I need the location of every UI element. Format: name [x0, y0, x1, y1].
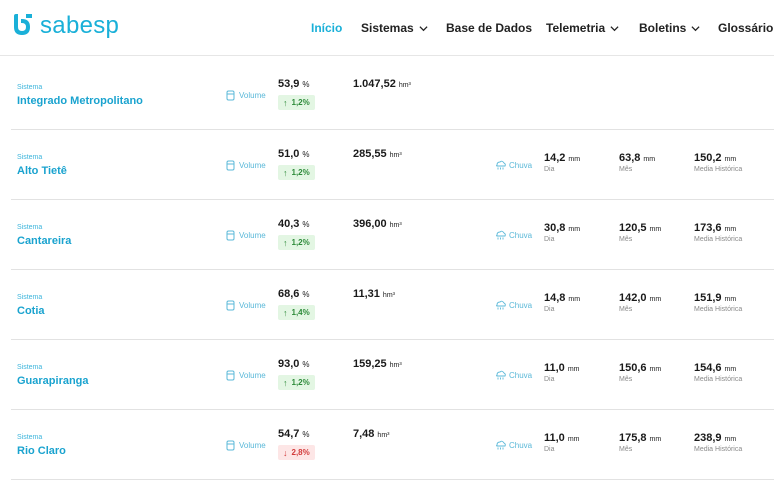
rain-historical-average: 154,6 mm Media Histórica	[694, 362, 743, 383]
water-tank-icon	[226, 90, 235, 101]
nav-telemetria[interactable]: Telemetria	[546, 20, 619, 36]
system-caption: Sistema	[17, 364, 43, 371]
system-caption: Sistema	[17, 84, 43, 91]
brand-name: sabesp	[40, 12, 120, 39]
nav-label: Boletins	[639, 21, 687, 35]
rain-day: 11,0 mm Dia	[544, 432, 580, 453]
system-caption: Sistema	[17, 294, 43, 301]
nav-boletins[interactable]: Boletins	[639, 20, 700, 36]
system-name[interactable]: Alto Tietê	[17, 165, 67, 177]
rain-day: 14,2 mm Dia	[544, 152, 581, 173]
rain-cloud-icon	[496, 230, 506, 240]
system-row-alto-tiete[interactable]: Sistema Alto Tietê Volume 51,0% ↑ 1,2% 28…	[11, 130, 774, 200]
chevron-down-icon	[610, 25, 619, 31]
rain-day: 11,0 mm Dia	[544, 362, 580, 383]
rain-cloud-icon	[496, 160, 506, 170]
nav-base-de-dados[interactable]: Base de Dados	[446, 20, 532, 36]
volume-hm3: 1.047,52 hm³	[353, 78, 411, 90]
nav-label: Glossário	[718, 21, 774, 35]
rain-cloud-icon	[496, 440, 506, 450]
rain-historical-average: 151,9 mm Media Histórica	[694, 292, 743, 313]
nav-inicio[interactable]: Início	[311, 20, 342, 36]
rain-historical-average: 238,9 mm Media Histórica	[694, 432, 743, 453]
volume-percent: 51,0%	[278, 148, 310, 160]
rain-day: 14,8 mm Dia	[544, 292, 581, 313]
volume-label: Volume	[239, 301, 266, 310]
rain-month: 63,8 mm Mês	[619, 152, 656, 173]
volume-percent: 53,9%	[278, 78, 310, 90]
system-row-cotia[interactable]: Sistema Cotia Volume 68,6% ↑ 1,4% 11,31 hm…	[11, 270, 774, 340]
rain-month: 175,8 mm Mês	[619, 432, 662, 453]
water-tank-icon	[226, 370, 235, 381]
chevron-down-icon	[419, 25, 428, 31]
nav-label: Início	[311, 21, 343, 35]
water-tank-icon	[226, 300, 235, 311]
sabesp-logo-icon	[14, 14, 32, 35]
rain-cloud-icon	[496, 300, 506, 310]
change-badge: ↑ 1,2%	[278, 235, 315, 250]
rain-historical-average: 173,6 mm Media Histórica	[694, 222, 743, 243]
system-name[interactable]: Integrado Metropolitano	[17, 95, 143, 107]
system-row-guarapiranga[interactable]: Sistema Guarapiranga Volume 93,0% ↑ 1,2% …	[11, 340, 774, 410]
site-header: sabesp Início Sistemas Base de Dados Tel…	[0, 0, 774, 56]
nav-label: Base de Dados	[446, 21, 533, 35]
rain-label: Chuva	[509, 161, 533, 170]
system-row-rio-claro[interactable]: Sistema Rio Claro Volume 54,7% ↓ 2,8% 7,4…	[11, 410, 774, 480]
system-row-integrado-metropolitano[interactable]: Sistema Integrado Metropolitano Volume 5…	[11, 60, 774, 130]
rain-month: 150,6 mm Mês	[619, 362, 662, 383]
water-tank-icon	[226, 160, 235, 171]
system-name[interactable]: Cantareira	[17, 235, 72, 247]
system-caption: Sistema	[17, 224, 43, 231]
rain-label: Chuva	[509, 301, 533, 310]
volume-hm3: 159,25 hm³	[353, 358, 402, 370]
system-name[interactable]: Rio Claro	[17, 445, 66, 457]
volume-hm3: 11,31 hm³	[353, 288, 395, 300]
system-caption: Sistema	[17, 434, 43, 441]
water-tank-icon	[226, 230, 235, 241]
nav-glossario[interactable]: Glossário	[718, 20, 773, 36]
volume-hm3: 396,00 hm³	[353, 218, 402, 230]
change-badge: ↑ 1,2%	[278, 165, 315, 180]
arrow-up-icon: ↑	[283, 167, 288, 178]
system-name[interactable]: Guarapiranga	[17, 375, 89, 387]
nav-label: Telemetria	[546, 21, 606, 35]
volume-label: Volume	[239, 91, 266, 100]
sabesp-logo[interactable]: sabesp	[11, 13, 119, 39]
arrow-up-icon: ↑	[283, 97, 288, 108]
volume-label: Volume	[239, 371, 266, 380]
system-caption: Sistema	[17, 154, 43, 161]
arrow-up-icon: ↑	[283, 237, 288, 248]
rain-label: Chuva	[509, 371, 533, 380]
water-tank-icon	[226, 440, 235, 451]
rain-month: 120,5 mm Mês	[619, 222, 662, 243]
volume-hm3: 7,48 hm³	[353, 428, 390, 440]
rain-day: 30,8 mm Dia	[544, 222, 581, 243]
volume-percent: 54,7%	[278, 428, 310, 440]
chevron-down-icon	[691, 25, 700, 31]
rain-month: 142,0 mm Mês	[619, 292, 662, 313]
nav-sistemas[interactable]: Sistemas	[361, 20, 428, 36]
change-badge: ↓ 2,8%	[278, 445, 315, 460]
volume-percent: 93,0%	[278, 358, 310, 370]
rain-historical-average: 150,2 mm Media Histórica	[694, 152, 743, 173]
change-badge: ↑ 1,2%	[278, 95, 315, 110]
system-row-cantareira[interactable]: Sistema Cantareira Volume 40,3% ↑ 1,2% 39…	[11, 200, 774, 270]
rain-label: Chuva	[509, 441, 533, 450]
volume-percent: 68,6%	[278, 288, 310, 300]
system-name[interactable]: Cotia	[17, 305, 45, 317]
rain-cloud-icon	[496, 370, 506, 380]
change-badge: ↑ 1,2%	[278, 375, 315, 390]
volume-label: Volume	[239, 231, 266, 240]
change-badge: ↑ 1,4%	[278, 305, 315, 320]
volume-label: Volume	[239, 161, 266, 170]
nav-label: Sistemas	[361, 21, 414, 35]
arrow-up-icon: ↑	[283, 377, 288, 388]
arrow-up-icon: ↑	[283, 307, 288, 318]
arrow-down-icon: ↓	[283, 447, 288, 458]
volume-label: Volume	[239, 441, 266, 450]
volume-hm3: 285,55 hm³	[353, 148, 402, 160]
rain-label: Chuva	[509, 231, 533, 240]
volume-percent: 40,3%	[278, 218, 310, 230]
